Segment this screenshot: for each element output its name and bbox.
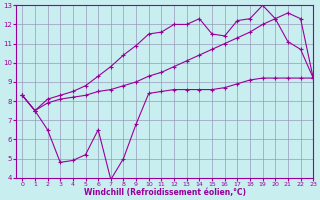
X-axis label: Windchill (Refroidissement éolien,°C): Windchill (Refroidissement éolien,°C) xyxy=(84,188,245,197)
